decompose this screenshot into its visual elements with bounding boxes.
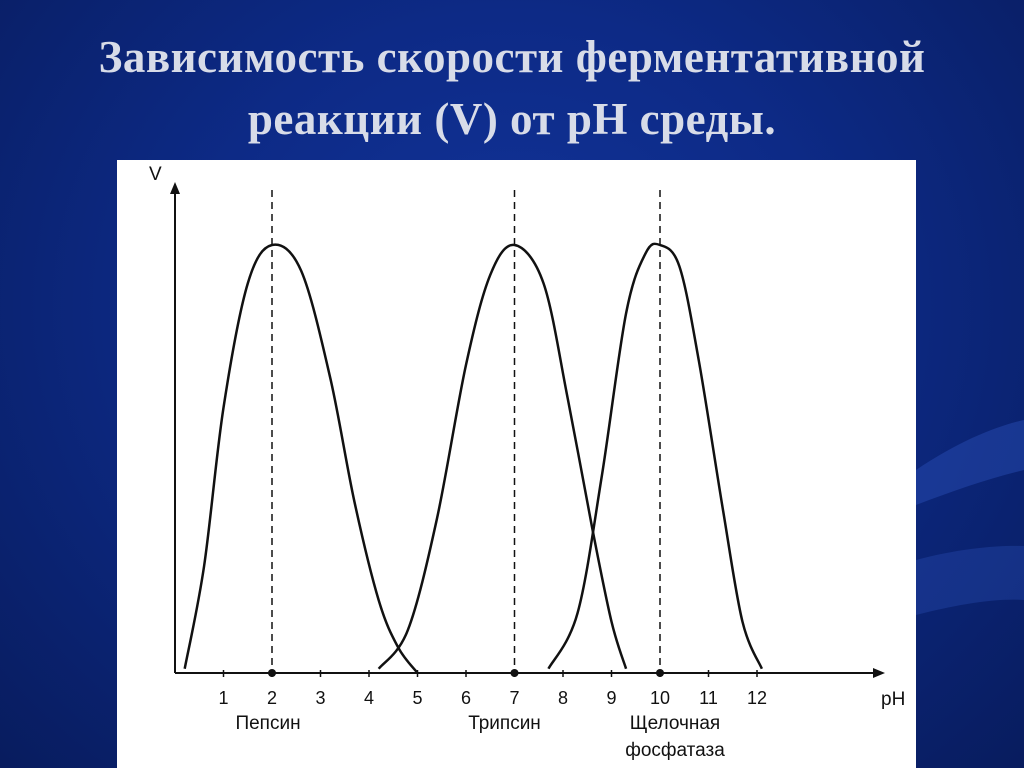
- enzyme-label: Пепсин: [235, 713, 300, 734]
- y-axis-arrow: [170, 182, 180, 194]
- series-curve: [547, 242, 764, 670]
- x-tick-label: 2: [267, 688, 277, 708]
- x-axis-arrow: [873, 668, 885, 678]
- enzyme-label: Щелочная: [630, 713, 720, 734]
- x-tick-label: 3: [315, 688, 325, 708]
- slide-title: Зависимость скорости ферментативной реак…: [0, 26, 1024, 150]
- x-tick-label: 8: [558, 688, 568, 708]
- optimum-point: [656, 669, 664, 677]
- series-curve: [377, 243, 628, 670]
- x-tick-label: 11: [699, 688, 718, 708]
- title-line-1: Зависимость скорости ферментативной: [98, 32, 926, 82]
- x-tick-label: 12: [747, 688, 767, 708]
- x-axis-label: pH: [881, 689, 905, 710]
- y-axis-label: V: [149, 164, 162, 185]
- optimum-point: [268, 669, 276, 677]
- x-tick-label: 5: [412, 688, 422, 708]
- x-tick-label: 10: [650, 688, 670, 708]
- optimum-point: [510, 669, 519, 677]
- x-tick-label: 4: [364, 688, 374, 708]
- enzyme-label-line2: фосфатаза: [625, 740, 725, 761]
- x-tick-label: 9: [606, 688, 616, 708]
- series-curve: [183, 243, 419, 674]
- enzyme-label: Трипсин: [468, 713, 541, 734]
- x-tick-label: 1: [218, 688, 228, 708]
- x-tick-label: 6: [461, 688, 471, 708]
- x-tick-label: 7: [509, 688, 519, 708]
- title-line-2: реакции (V) от pH среды.: [247, 94, 777, 144]
